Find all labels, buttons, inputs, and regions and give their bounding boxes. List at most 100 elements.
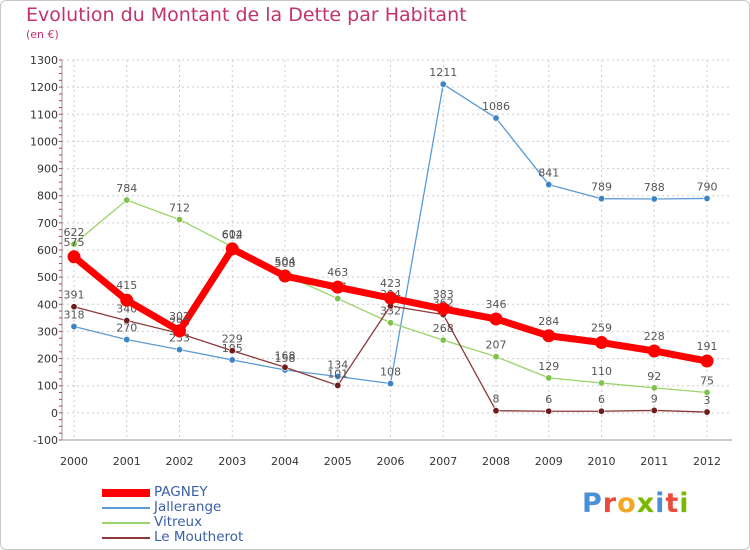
data-point-jallerange bbox=[545, 181, 553, 189]
data-label-le-moutherot: 9 bbox=[651, 392, 658, 405]
data-point-jallerange bbox=[228, 356, 236, 364]
data-label-jallerange: 1211 bbox=[429, 66, 457, 79]
data-point-jallerange bbox=[70, 323, 78, 331]
x-tick-label: 2010 bbox=[588, 455, 616, 468]
y-tick-label: 1200 bbox=[30, 81, 58, 94]
legend-label: Vitreux bbox=[154, 514, 203, 530]
data-label-jallerange: 788 bbox=[644, 181, 665, 194]
data-point-vitreux bbox=[492, 353, 500, 361]
data-label-jallerange: 1086 bbox=[482, 100, 510, 113]
data-label-pagney: 191 bbox=[697, 340, 718, 353]
data-label-jallerange: 158 bbox=[275, 352, 296, 365]
data-label-pagney: 415 bbox=[116, 279, 137, 292]
data-point-le-moutherot bbox=[545, 407, 553, 415]
y-tick-label: 400 bbox=[37, 298, 58, 311]
data-point-vitreux bbox=[176, 216, 184, 224]
data-point-le-moutherot bbox=[123, 317, 131, 325]
data-point-vitreux bbox=[703, 388, 711, 396]
data-point-le-moutherot bbox=[703, 408, 711, 416]
data-point-le-moutherot bbox=[492, 407, 500, 415]
data-point-pagney bbox=[595, 336, 608, 350]
line-chart: -100 0 100 200 300 400 500 600 700 800 900 1000 1100… bbox=[30, 54, 732, 468]
data-point-pagney bbox=[489, 312, 503, 326]
y-tick-label: 500 bbox=[37, 271, 58, 284]
proxiti-logo: Proxiti bbox=[582, 488, 690, 519]
data-label-jallerange: 318 bbox=[64, 309, 85, 322]
data-point-vitreux bbox=[597, 379, 605, 387]
data-point-jallerange bbox=[439, 80, 447, 88]
data-point-le-moutherot bbox=[281, 363, 289, 371]
data-point-vitreux bbox=[439, 336, 447, 344]
data-label-le-moutherot: 101 bbox=[327, 367, 348, 380]
data-label-pagney: 346 bbox=[486, 298, 507, 311]
data-point-pagney bbox=[278, 269, 292, 283]
data-label-le-moutherot: 229 bbox=[222, 333, 243, 346]
data-point-pagney bbox=[225, 242, 239, 256]
data-point-pagney bbox=[173, 324, 186, 338]
data-label-jallerange: 841 bbox=[538, 167, 559, 180]
data-point-pagney bbox=[331, 280, 345, 294]
data-label-pagney: 604 bbox=[222, 228, 243, 241]
data-label-pagney: 383 bbox=[433, 288, 454, 301]
data-label-vitreux: 784 bbox=[116, 182, 137, 195]
data-label-pagney: 504 bbox=[275, 255, 296, 268]
data-label-pagney: 423 bbox=[380, 277, 401, 290]
logo-letter: r bbox=[602, 488, 618, 519]
legend-label: PAGNEY bbox=[154, 484, 208, 500]
data-label-vitreux: 712 bbox=[169, 202, 190, 215]
data-point-jallerange bbox=[492, 114, 500, 122]
data-label-vitreux: 207 bbox=[486, 339, 507, 352]
data-point-jallerange bbox=[386, 380, 394, 388]
y-tick-label: 200 bbox=[37, 353, 58, 366]
data-point-le-moutherot bbox=[228, 347, 236, 355]
x-tick-label: 2008 bbox=[482, 455, 510, 468]
data-point-pagney bbox=[67, 250, 81, 264]
y-tick-label: 600 bbox=[37, 244, 58, 257]
data-point-le-moutherot bbox=[70, 303, 78, 311]
data-label-pagney: 575 bbox=[64, 236, 85, 249]
logo-letter: o bbox=[617, 488, 637, 519]
y-tick-label: 700 bbox=[37, 217, 58, 230]
chart-unit: (en €) bbox=[26, 28, 59, 41]
x-tick-label: 2009 bbox=[535, 455, 563, 468]
y-tick-label: 0 bbox=[51, 407, 58, 420]
data-label-vitreux: 75 bbox=[700, 375, 714, 388]
data-label-jallerange: 789 bbox=[591, 181, 612, 194]
data-label-pagney: 259 bbox=[591, 322, 612, 335]
data-label-le-moutherot: 168 bbox=[275, 349, 296, 362]
data-point-vitreux bbox=[650, 384, 658, 392]
data-label-pagney: 228 bbox=[644, 330, 665, 343]
data-label-vitreux: 622 bbox=[64, 226, 85, 239]
y-tick-label: 300 bbox=[37, 325, 58, 338]
logo-letter: i bbox=[655, 488, 666, 519]
data-label-le-moutherot: 6 bbox=[598, 393, 605, 406]
legend-swatch bbox=[102, 506, 150, 509]
x-tick-label: 2003 bbox=[218, 455, 246, 468]
logo-letter: i bbox=[679, 488, 690, 519]
data-point-vitreux bbox=[123, 196, 131, 204]
data-label-vitreux: 110 bbox=[591, 365, 612, 378]
data-label-le-moutherot: 3 bbox=[704, 394, 711, 407]
data-label-jallerange: 108 bbox=[380, 366, 401, 379]
data-point-le-moutherot bbox=[650, 406, 658, 414]
data-point-pagney bbox=[120, 293, 134, 307]
chart-title: Evolution du Montant de la Dette par Hab… bbox=[26, 4, 467, 26]
data-point-le-moutherot bbox=[334, 381, 342, 389]
x-tick-label: 2007 bbox=[429, 455, 457, 468]
legend-swatch bbox=[102, 536, 150, 539]
logo-letter: x bbox=[636, 488, 656, 519]
data-point-pagney bbox=[436, 302, 450, 316]
legend-swatch bbox=[102, 521, 150, 524]
logo-letter: t bbox=[665, 488, 680, 519]
data-label-jallerange: 790 bbox=[697, 180, 718, 193]
x-tick-label: 2011 bbox=[640, 455, 668, 468]
data-point-vitreux bbox=[334, 295, 342, 303]
data-label-jallerange: 270 bbox=[116, 322, 137, 335]
legend-swatch bbox=[102, 488, 150, 497]
data-point-pagney bbox=[647, 344, 661, 358]
y-tick-label: 1300 bbox=[30, 54, 58, 67]
y-tick-label: -100 bbox=[33, 434, 58, 447]
y-tick-label: 100 bbox=[37, 380, 58, 393]
legend-label: Jallerange bbox=[154, 499, 222, 515]
